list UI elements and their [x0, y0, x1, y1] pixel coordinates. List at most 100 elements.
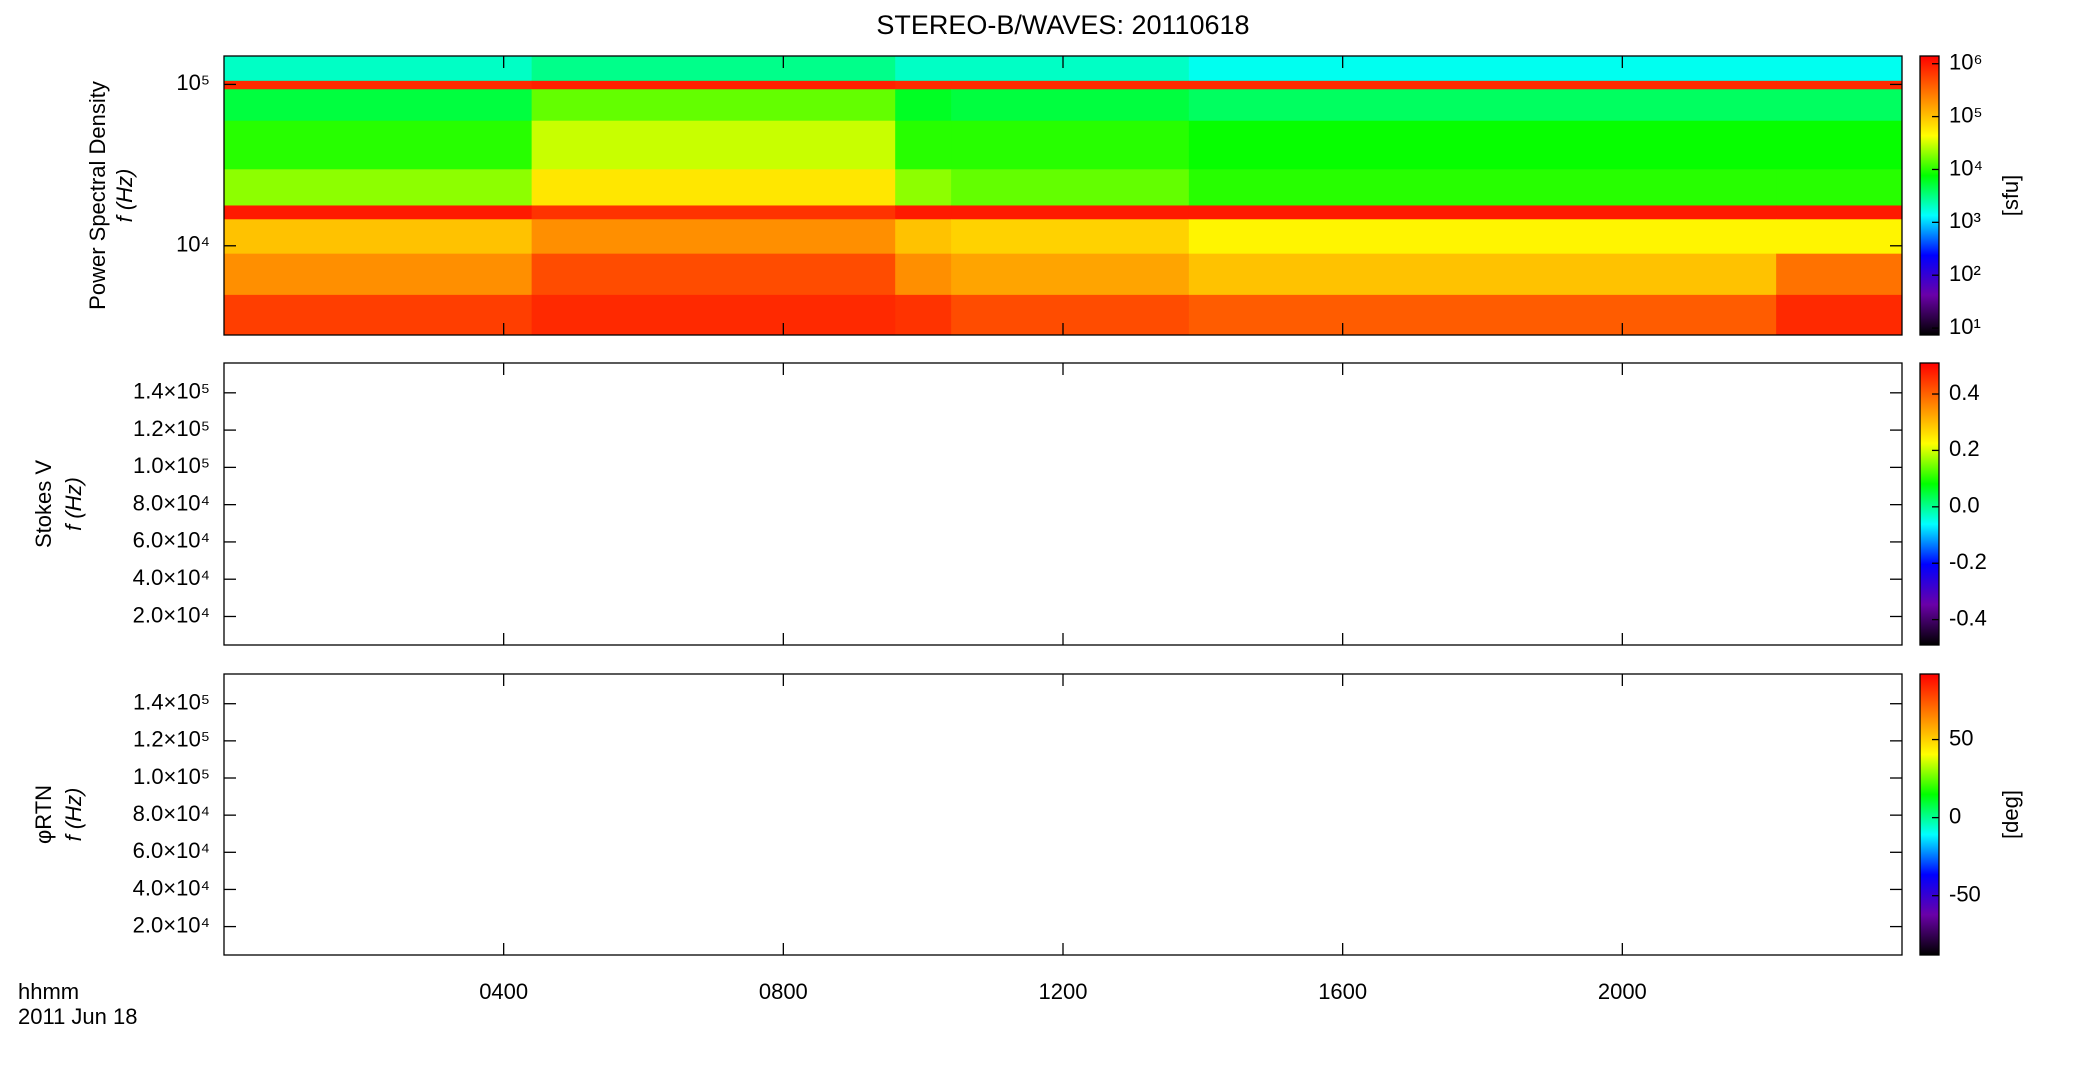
heat-cell — [1776, 204, 1903, 220]
plot-frame — [223, 673, 1903, 956]
y-tick-label: 6.0×10⁴ — [133, 838, 210, 863]
heat-cell — [951, 294, 1190, 336]
heat-cell — [1188, 168, 1777, 206]
colorbar-tick-label: 0.0 — [1949, 493, 1980, 518]
heat-cell — [895, 204, 952, 220]
y-tick-label: 1.4×10⁵ — [133, 379, 210, 404]
heat-cell — [531, 204, 896, 220]
heat-cell — [1776, 218, 1903, 254]
y-tick-label: 10⁴ — [176, 232, 210, 257]
heat-cell — [1188, 204, 1777, 220]
y-axis-label: f (Hz) — [61, 788, 86, 842]
y-tick-label: 1.2×10⁵ — [133, 727, 210, 752]
colorbar-label: [deg] — [1998, 790, 2023, 839]
y-tick-label: 1.2×10⁵ — [133, 416, 210, 441]
y-axis-label: f (Hz) — [112, 169, 137, 223]
heat-cell — [1188, 253, 1777, 295]
y-tick-label: 4.0×10⁴ — [133, 875, 210, 900]
heat-cell — [531, 88, 896, 121]
heat-cell — [531, 294, 896, 336]
heat-cell — [1776, 120, 1903, 170]
heat-cell — [1776, 168, 1903, 206]
y-tick-label: 10⁵ — [176, 70, 210, 95]
colorbar-tick-label: 0 — [1949, 803, 1961, 828]
colorbar-tick-label: -0.2 — [1949, 549, 1987, 574]
heat-cell — [224, 218, 533, 254]
x-tick-label: 1200 — [1039, 979, 1088, 1004]
heat-cell — [224, 253, 533, 295]
colorbar — [1920, 363, 1939, 645]
colorbar-tick-label: 10⁵ — [1949, 102, 1983, 127]
y-axis-label: φRTN — [31, 785, 56, 844]
y-axis-label: Power Spectral Density — [85, 81, 110, 310]
colorbar-tick-label: 10³ — [1949, 208, 1981, 233]
heat-cell — [531, 120, 896, 170]
heat-cell — [895, 120, 952, 170]
colorbar-tick-label: 10² — [1949, 261, 1981, 286]
heat-cell — [1188, 56, 1777, 81]
heat-cell — [531, 168, 896, 206]
heat-cell — [951, 168, 1190, 206]
colorbar-frame — [1919, 362, 1940, 646]
colorbar-label: [sfu] — [1998, 175, 2023, 217]
heat-cell — [531, 253, 896, 295]
heat-cell — [895, 253, 952, 295]
colorbar-tick-label: -0.4 — [1949, 605, 1987, 630]
heat-cell — [951, 88, 1190, 121]
heat-cell — [224, 120, 533, 170]
x-tick-label: 1600 — [1318, 979, 1367, 1004]
heat-cell — [224, 294, 533, 336]
y-tick-label: 4.0×10⁴ — [133, 565, 210, 590]
heat-cell — [1188, 120, 1777, 170]
heat-cell — [531, 218, 896, 254]
heat-cell — [224, 88, 533, 121]
heat-cell — [895, 80, 952, 90]
x-tick-label: 0800 — [759, 979, 808, 1004]
y-tick-label: 2.0×10⁴ — [133, 602, 210, 627]
heat-cell — [224, 204, 533, 220]
y-tick-label: 8.0×10⁴ — [133, 490, 210, 515]
y-tick-label: 6.0×10⁴ — [133, 528, 210, 553]
heat-cell — [531, 56, 896, 81]
heat-cell — [951, 80, 1190, 90]
heat-cell — [224, 56, 533, 81]
y-tick-label: 1.0×10⁵ — [133, 764, 210, 789]
heat-cell — [1776, 253, 1903, 295]
heat-cell — [224, 80, 533, 90]
y-tick-label: 1.4×10⁵ — [133, 690, 210, 715]
heat-cell — [531, 80, 896, 90]
heat-cell — [895, 56, 952, 81]
colorbar-tick-label: 0.2 — [1949, 436, 1980, 461]
colorbar-tick-label: 0.4 — [1949, 380, 1980, 405]
colorbar-frame — [1919, 673, 1940, 956]
heat-cell — [1776, 80, 1903, 90]
heat-cell — [951, 253, 1190, 295]
heat-cell — [1188, 294, 1777, 336]
colorbar-tick-label: 10⁴ — [1949, 155, 1983, 180]
y-tick-label: 2.0×10⁴ — [133, 912, 210, 937]
x-axis-label: hhmm — [18, 979, 79, 1004]
colorbar — [1920, 674, 1939, 955]
heat-cell — [951, 204, 1190, 220]
heat-cell — [1188, 218, 1777, 254]
heat-cell — [895, 294, 952, 336]
heat-cell — [1776, 56, 1903, 81]
colorbar-frame — [1919, 55, 1940, 336]
chart-title: STEREO-B/WAVES: 20110618 — [876, 10, 1249, 40]
heat-cell — [895, 218, 952, 254]
colorbar-tick-label: 10⁶ — [1949, 50, 1983, 75]
heat-cell — [951, 120, 1190, 170]
heat-cell — [224, 168, 533, 206]
heat-cell — [895, 168, 952, 206]
plot-frame — [223, 362, 1903, 646]
y-tick-label: 1.0×10⁵ — [133, 453, 210, 478]
y-axis-label: f (Hz) — [61, 477, 86, 531]
y-tick-label: 8.0×10⁴ — [133, 801, 210, 826]
heat-cell — [951, 56, 1190, 81]
x-tick-label: 2000 — [1598, 979, 1647, 1004]
colorbar-tick-label: 50 — [1949, 725, 1973, 750]
date-label: 2011 Jun 18 — [18, 1004, 137, 1029]
x-tick-label: 0400 — [479, 979, 528, 1004]
y-axis-label: Stokes V — [31, 460, 56, 548]
